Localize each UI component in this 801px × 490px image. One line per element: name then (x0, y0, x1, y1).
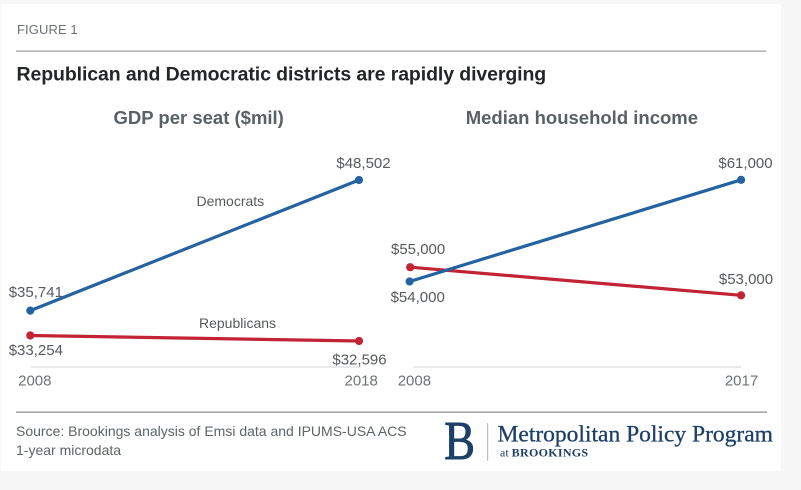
svg-text:1-year microdata: 1-year microdata (16, 442, 121, 458)
svg-text:Median household income: Median household income (466, 107, 698, 128)
svg-text:Republicans: Republicans (199, 315, 276, 331)
svg-text:2018: 2018 (345, 372, 378, 389)
svg-text:2017: 2017 (725, 372, 758, 389)
svg-text:2008: 2008 (18, 372, 51, 389)
svg-text:$32,596: $32,596 (332, 352, 386, 369)
svg-text:GDP per seat ($mil): GDP per seat ($mil) (114, 107, 284, 128)
svg-text:Source: Brookings analysis of: Source: Brookings analysis of Emsi data … (16, 423, 407, 439)
svg-text:Metropolitan Policy Program: Metropolitan Policy Program (498, 422, 773, 448)
svg-text:$54,000: $54,000 (391, 289, 445, 306)
svg-text:2008: 2008 (398, 372, 431, 389)
svg-text:at BROOKINGS: at BROOKINGS (500, 446, 588, 460)
svg-text:$33,254: $33,254 (9, 342, 63, 359)
svg-text:$55,000: $55,000 (391, 241, 445, 258)
svg-text:B: B (444, 410, 475, 471)
svg-text:Republican and Democratic dist: Republican and Democratic districts are … (17, 64, 547, 86)
svg-text:Democrats: Democrats (197, 193, 265, 209)
svg-text:$53,000: $53,000 (719, 271, 773, 288)
svg-text:$48,502: $48,502 (336, 155, 390, 172)
svg-text:$35,741: $35,741 (9, 284, 63, 301)
svg-text:FIGURE 1: FIGURE 1 (17, 22, 78, 37)
svg-text:$61,000: $61,000 (718, 155, 772, 172)
